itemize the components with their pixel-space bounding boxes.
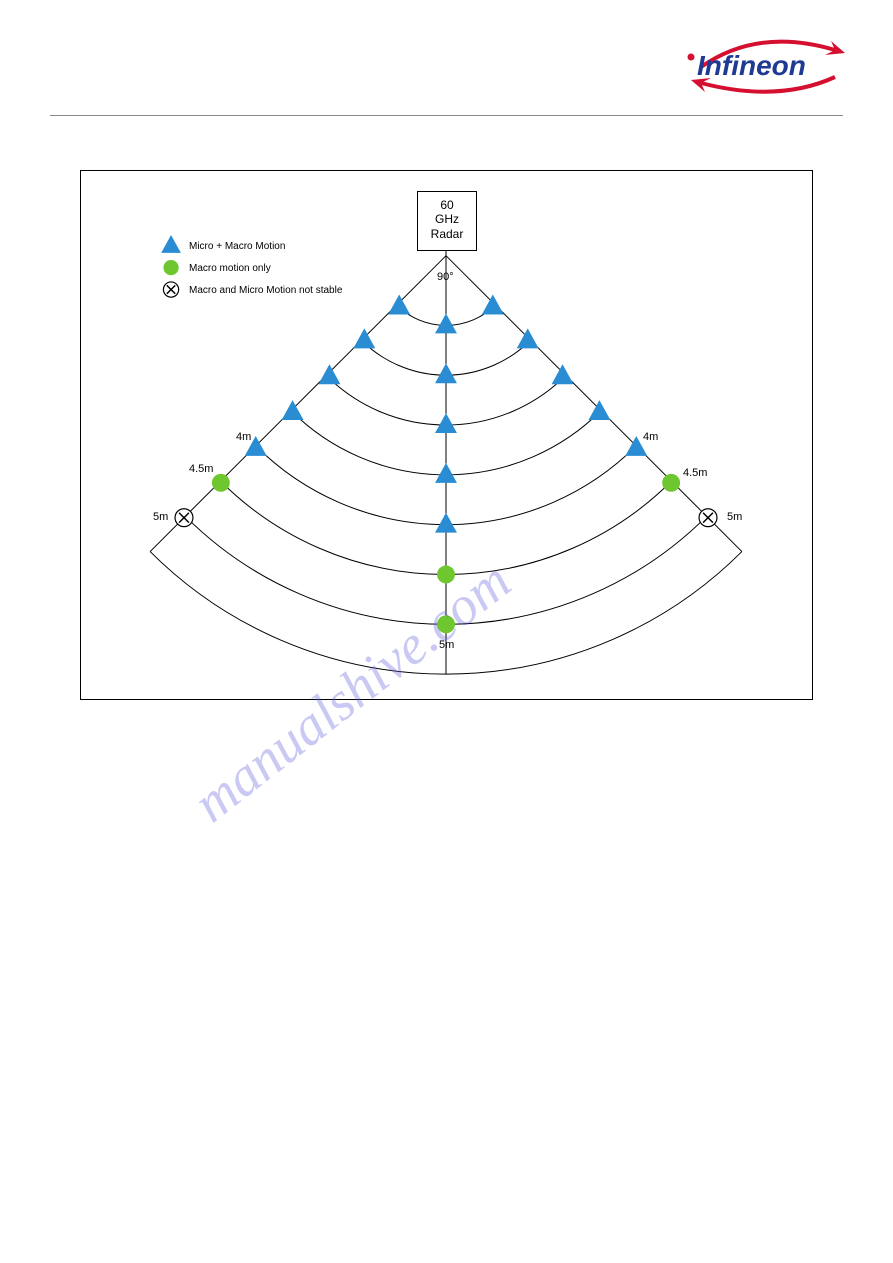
svg-text:Infineon: Infineon	[697, 50, 806, 81]
dist-right-4m: 4m	[643, 431, 658, 443]
header-rule	[50, 115, 843, 116]
legend-item-2: Macro motion only	[189, 263, 271, 274]
dist-left-5m: 5m	[153, 511, 168, 523]
dist-right-4_5m: 4.5m	[683, 467, 707, 479]
infineon-logo: Infineon	[683, 25, 853, 108]
legend-item-1: Micro + Macro Motion	[189, 241, 285, 252]
dist-center-5m: 5m	[439, 639, 454, 651]
dist-left-4m: 4m	[236, 431, 251, 443]
dist-left-4_5m: 4.5m	[189, 463, 213, 475]
page: Infineon 60 GHz Radar 90° Micro + Macro …	[0, 0, 893, 1263]
radar-diagram-frame: 60 GHz Radar 90° Micro + Macro Motion Ma…	[80, 170, 813, 700]
dist-right-5m: 5m	[727, 511, 742, 523]
angle-label: 90°	[437, 271, 454, 283]
legend-item-3: Macro and Micro Motion not stable	[189, 285, 342, 296]
